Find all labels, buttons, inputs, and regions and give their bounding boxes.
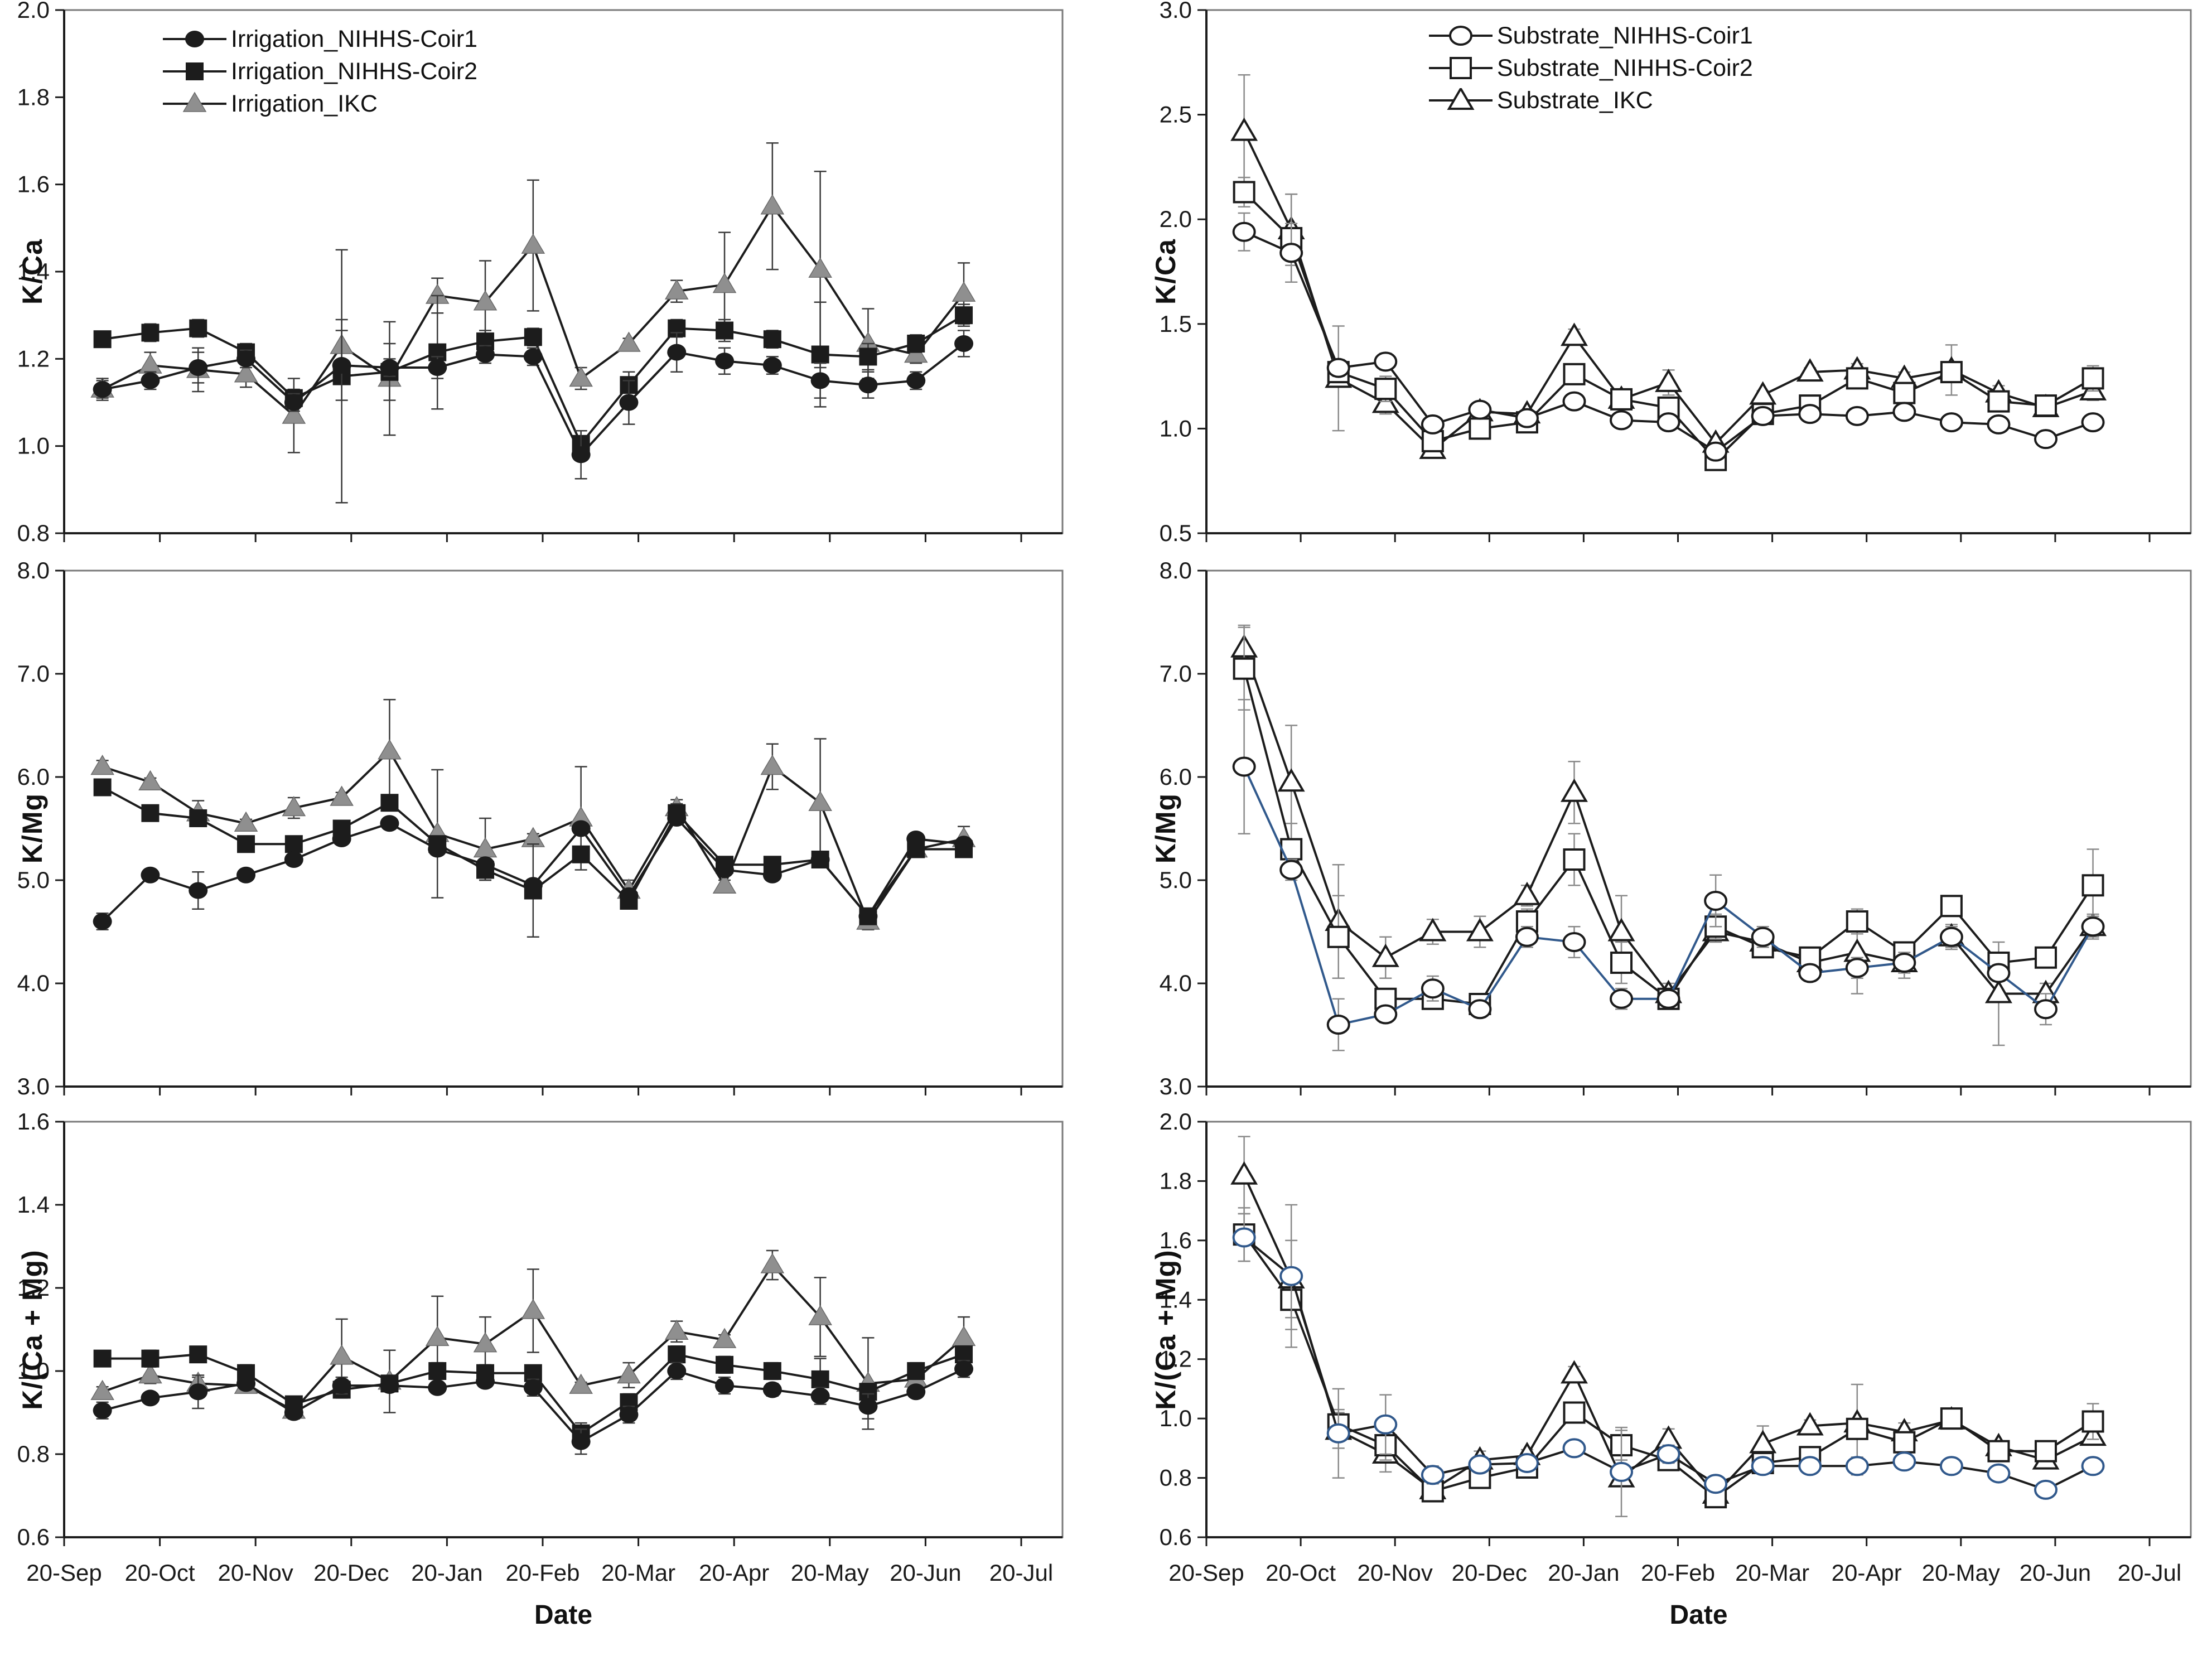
svg-text:20-Jun: 20-Jun <box>890 1560 961 1586</box>
legend-label: Irrigation_IKC <box>231 90 378 117</box>
svg-text:1.8: 1.8 <box>17 84 50 110</box>
svg-text:7.0: 7.0 <box>17 660 50 687</box>
svg-text:20-Feb: 20-Feb <box>505 1560 579 1586</box>
y-axis-label-irrigation-kca: K/Ca <box>17 239 48 305</box>
svg-text:20-Dec: 20-Dec <box>313 1560 389 1586</box>
svg-text:1.2: 1.2 <box>17 345 50 371</box>
y-axis-label-irrigation-kmg: K/Mg <box>17 793 48 864</box>
legend-item-substrate-ikc: Substrate_IKC <box>1428 86 1753 114</box>
svg-text:20-Feb: 20-Feb <box>1641 1560 1715 1586</box>
svg-text:0.5: 0.5 <box>1160 520 1192 546</box>
legend-label: Substrate_IKC <box>1497 86 1653 114</box>
svg-text:0.8: 0.8 <box>1160 1465 1192 1491</box>
svg-text:1.4: 1.4 <box>1160 1286 1192 1312</box>
svg-text:1.0: 1.0 <box>1160 415 1192 441</box>
legend-label: Substrate_NIHHS-Coir1 <box>1497 22 1753 49</box>
svg-text:20-Dec: 20-Dec <box>1452 1560 1527 1586</box>
filled-triangle-marker-icon <box>163 91 226 112</box>
svg-text:6.0: 6.0 <box>17 764 50 790</box>
svg-text:1.2: 1.2 <box>1160 1346 1192 1372</box>
svg-text:1.6: 1.6 <box>17 1113 50 1135</box>
irrigation-kca-plot: 0.8 1.0 1.2 1.4 1.6 1.8 2.0 <box>17 0 1064 546</box>
svg-text:1.0: 1.0 <box>17 433 50 459</box>
svg-text:20-Jun: 20-Jun <box>2020 1560 2091 1586</box>
legend-item-substrate-coir2: Substrate_NIHHS-Coir2 <box>1428 54 1753 81</box>
open-square-marker-icon <box>1429 57 1493 79</box>
svg-text:6.0: 6.0 <box>1160 764 1192 790</box>
substrate-kmg-plot: 3.0 4.0 5.0 6.0 7.0 8.0 <box>1160 557 2192 1099</box>
svg-text:1.5: 1.5 <box>1160 311 1192 337</box>
svg-text:20-Oct: 20-Oct <box>1266 1560 1336 1586</box>
svg-text:20-May: 20-May <box>791 1560 869 1586</box>
svg-text:20-May: 20-May <box>1922 1560 2000 1586</box>
svg-text:20-Apr: 20-Apr <box>699 1560 769 1586</box>
svg-text:20-Jan: 20-Jan <box>411 1560 482 1586</box>
substrate-kcamg-plot: 0.6 0.8 1.0 1.2 1.4 1.6 1.8 2.0 20-Sep 20-Oct 20-N… <box>1160 1113 2192 1586</box>
svg-text:20-Mar: 20-Mar <box>601 1560 675 1586</box>
svg-text:8.0: 8.0 <box>17 557 50 583</box>
legend-label: Irrigation_NIHHS-Coir1 <box>231 25 478 52</box>
svg-text:3.0: 3.0 <box>1160 0 1192 23</box>
svg-text:20-Nov: 20-Nov <box>1357 1560 1432 1586</box>
svg-text:20-Apr: 20-Apr <box>1832 1560 1902 1586</box>
svg-text:20-Nov: 20-Nov <box>218 1560 293 1586</box>
legend-label: Irrigation_NIHHS-Coir2 <box>231 57 478 85</box>
svg-text:20-Sep: 20-Sep <box>26 1560 102 1586</box>
svg-text:1.2: 1.2 <box>17 1275 50 1301</box>
svg-text:3.0: 3.0 <box>17 1073 50 1099</box>
svg-text:2.5: 2.5 <box>1160 102 1192 128</box>
y-axis-label-substrate-kcamg: K/(Ca + Mg) <box>1150 1249 1181 1410</box>
svg-text:1.4: 1.4 <box>17 258 50 284</box>
legend-irrigation: Irrigation_NIHHS-Coir1 Irrigation_NIHHS-… <box>162 25 478 117</box>
svg-text:2.0: 2.0 <box>1160 1113 1192 1135</box>
svg-text:4.0: 4.0 <box>1160 970 1192 996</box>
substrate-kca-plot: 0.5 1.0 1.5 2.0 2.5 3.0 <box>1160 0 2192 546</box>
x-axis-title-right: Date <box>1669 1600 1728 1630</box>
legend-item-substrate-coir1: Substrate_NIHHS-Coir1 <box>1428 22 1753 49</box>
svg-text:1.8: 1.8 <box>1160 1167 1192 1194</box>
filled-circle-marker-icon <box>163 31 226 47</box>
open-circle-marker-icon <box>1429 26 1493 46</box>
irrigation-kmg-plot: 3.0 4.0 5.0 6.0 7.0 8.0 <box>17 557 1064 1099</box>
legend-item-irrigation-coir2: Irrigation_NIHHS-Coir2 <box>162 57 478 85</box>
svg-text:0.6: 0.6 <box>17 1524 50 1550</box>
svg-text:0.8: 0.8 <box>17 520 50 546</box>
svg-text:2.0: 2.0 <box>17 0 50 23</box>
svg-text:8.0: 8.0 <box>1160 557 1192 583</box>
filled-square-marker-icon <box>163 62 226 80</box>
open-triangle-marker-icon <box>1429 88 1493 110</box>
irrigation-kcamg-plot: 0.6 0.8 1.0 1.2 1.4 1.6 20-Sep 20-Oct 20-Nov 20-D… <box>17 1113 1064 1586</box>
svg-text:20-Sep: 20-Sep <box>1168 1560 1244 1586</box>
svg-text:5.0: 5.0 <box>1160 867 1192 893</box>
legend-substrate: Substrate_NIHHS-Coir1 Substrate_NIHHS-Co… <box>1428 22 1753 114</box>
svg-text:1.6: 1.6 <box>1160 1227 1192 1253</box>
svg-text:20-Jul: 20-Jul <box>2118 1560 2181 1586</box>
svg-text:20-Mar: 20-Mar <box>1735 1560 1809 1586</box>
svg-text:20-Oct: 20-Oct <box>125 1560 195 1586</box>
svg-text:20-Jan: 20-Jan <box>1548 1560 1619 1586</box>
svg-text:1.4: 1.4 <box>17 1191 50 1218</box>
svg-text:4.0: 4.0 <box>17 970 50 996</box>
svg-text:1.0: 1.0 <box>17 1358 50 1384</box>
svg-text:3.0: 3.0 <box>1160 1073 1192 1099</box>
svg-text:0.6: 0.6 <box>1160 1524 1192 1550</box>
y-axis-label-substrate-kmg: K/Mg <box>1150 793 1181 864</box>
y-axis-label-substrate-kca: K/Ca <box>1150 239 1181 305</box>
legend-item-irrigation-coir1: Irrigation_NIHHS-Coir1 <box>162 25 478 52</box>
svg-text:2.0: 2.0 <box>1160 206 1192 232</box>
svg-text:5.0: 5.0 <box>17 867 50 893</box>
legend-label: Substrate_NIHHS-Coir2 <box>1497 54 1753 81</box>
y-axis-label-irrigation-kcamg: K/(Ca + Mg) <box>17 1249 48 1410</box>
svg-text:1.0: 1.0 <box>1160 1405 1192 1431</box>
svg-text:0.8: 0.8 <box>17 1441 50 1467</box>
svg-text:20-Jul: 20-Jul <box>989 1560 1053 1586</box>
x-axis-title-left: Date <box>534 1600 593 1630</box>
svg-text:7.0: 7.0 <box>1160 660 1192 687</box>
legend-item-irrigation-ikc: Irrigation_IKC <box>162 90 477 117</box>
svg-text:1.6: 1.6 <box>17 171 50 197</box>
